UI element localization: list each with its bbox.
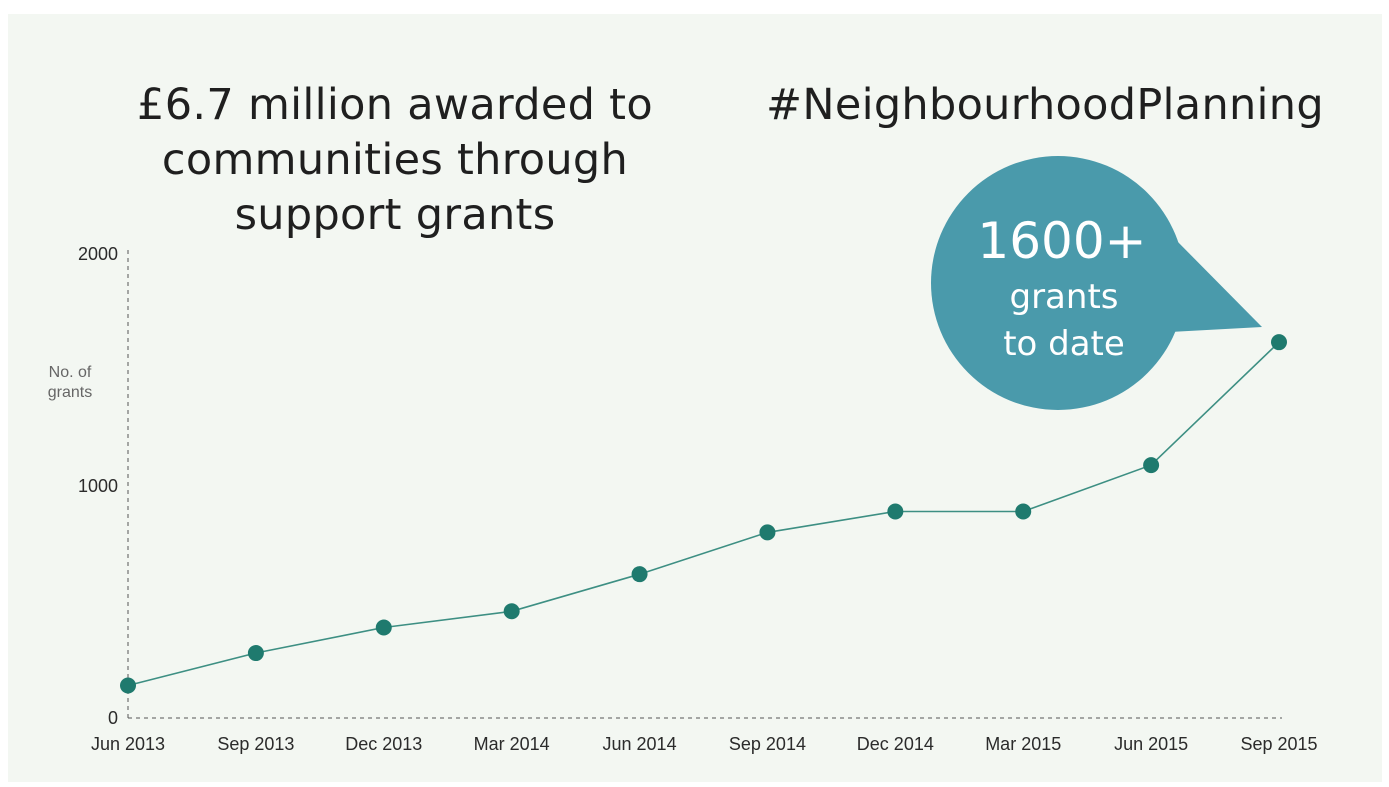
data-point bbox=[887, 503, 904, 520]
callout-pointer bbox=[1170, 236, 1262, 332]
data-point bbox=[120, 677, 136, 694]
series-markers bbox=[120, 334, 1287, 694]
x-tick-label: Mar 2015 bbox=[985, 734, 1061, 754]
y-tick-label: 2000 bbox=[78, 244, 118, 264]
data-point bbox=[631, 566, 648, 583]
data-point bbox=[375, 619, 392, 636]
data-point bbox=[247, 645, 264, 662]
data-point bbox=[1271, 334, 1287, 351]
title-line-2: communities through bbox=[161, 135, 629, 185]
chart-title: £6.7 million awarded to communities thro… bbox=[100, 78, 690, 243]
x-tick-label: Dec 2013 bbox=[345, 734, 422, 754]
data-point bbox=[503, 603, 520, 620]
title-line-3: support grants bbox=[234, 190, 556, 240]
x-tick-label: Jun 2015 bbox=[1114, 734, 1188, 754]
data-point bbox=[1143, 457, 1160, 474]
x-tick-label: Sep 2013 bbox=[217, 734, 294, 754]
x-tick-label: Mar 2014 bbox=[474, 734, 550, 754]
series-line bbox=[127, 341, 1280, 687]
y-axis-label-line-2: grants bbox=[48, 384, 92, 401]
x-tick-label: Jun 2013 bbox=[91, 734, 165, 754]
x-tick-label: Sep 2015 bbox=[1240, 734, 1317, 754]
y-tick-label: 0 bbox=[108, 708, 118, 728]
callout-value: 1600+ bbox=[977, 212, 1146, 270]
data-point bbox=[759, 524, 776, 541]
data-point bbox=[1015, 503, 1032, 520]
title-line-1: £6.7 million awarded to bbox=[137, 80, 653, 130]
callout-circle bbox=[931, 156, 1185, 410]
y-tick-labels: 0 1000 2000 bbox=[78, 244, 118, 728]
callout-bubble: 1600+ grants to date bbox=[931, 156, 1262, 410]
chart-panel bbox=[8, 14, 1382, 782]
y-axis-label-line-1: No. of bbox=[49, 364, 92, 381]
y-tick-label: 1000 bbox=[78, 476, 118, 496]
callout-line-3: to date bbox=[1003, 324, 1125, 364]
hashtag-heading: #NeighbourhoodPlanning bbox=[766, 80, 1324, 130]
x-tick-label: Sep 2014 bbox=[729, 734, 806, 754]
callout-line-2: grants bbox=[1010, 277, 1119, 317]
x-tick-label: Jun 2014 bbox=[603, 734, 677, 754]
x-tick-label: Dec 2014 bbox=[857, 734, 934, 754]
x-tick-labels: Jun 2013 Sep 2013 Dec 2013 Mar 2014 Jun 2014… bbox=[91, 734, 1318, 754]
